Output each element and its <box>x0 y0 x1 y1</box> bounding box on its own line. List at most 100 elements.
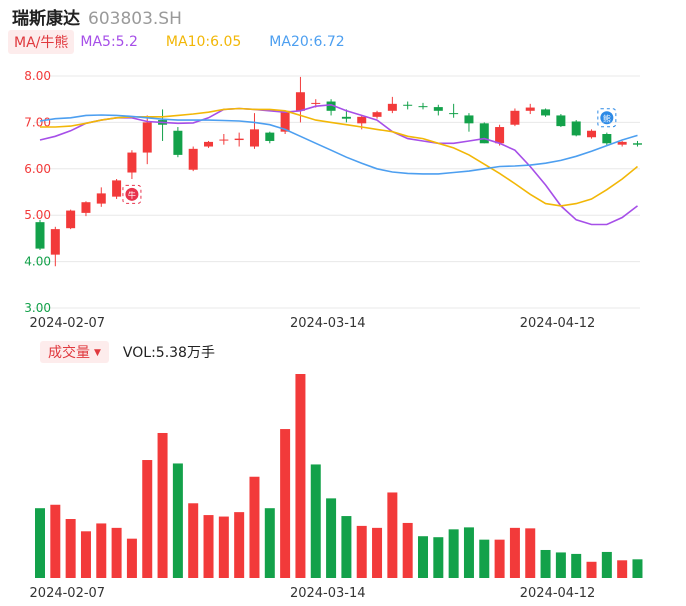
volume-bar <box>571 553 582 578</box>
volume-bar <box>310 464 321 578</box>
stock-name: 瑞斯康达 <box>12 9 80 29</box>
candle-body <box>142 122 152 153</box>
signal-badges: 牛熊 <box>122 108 617 204</box>
volume-bar <box>111 527 122 578</box>
volume-bar <box>632 559 643 578</box>
y-tick-label: 3.00 <box>24 301 51 315</box>
volume-bar <box>264 508 275 578</box>
candle-body <box>617 141 627 145</box>
candle-body <box>387 103 397 111</box>
stock-header: 瑞斯康达 603803.SH <box>12 4 182 29</box>
volume-bar <box>433 537 444 578</box>
ma10-legend: MA10:6.05 <box>165 34 242 50</box>
ma20-line <box>39 114 638 175</box>
stock-code: 603803.SH <box>88 9 182 29</box>
candle-body <box>525 107 535 111</box>
candle-body <box>234 138 244 141</box>
candle-body <box>541 109 551 116</box>
volume-bar <box>418 536 428 578</box>
candle-body <box>219 139 229 141</box>
volume-bar <box>479 539 490 578</box>
candle-body <box>66 210 76 229</box>
volume-bar <box>188 503 199 578</box>
candle-body <box>495 127 505 144</box>
candle-body <box>341 116 351 119</box>
bull-badge-icon <box>125 187 139 201</box>
x-tick-label: 2024-04-12 <box>520 586 596 601</box>
volume-bar <box>356 525 367 578</box>
candle-body <box>571 121 581 136</box>
volume-bar <box>540 549 551 578</box>
volume-bar <box>617 560 628 578</box>
candle-body <box>127 152 137 173</box>
candle-body <box>35 222 45 249</box>
volume-bar <box>525 528 536 578</box>
candle-body <box>556 115 566 127</box>
candle-body <box>265 132 275 141</box>
candle-body <box>418 106 428 108</box>
candle-body <box>587 130 597 138</box>
candle-body <box>510 110 520 125</box>
volume-mode-label: 成交量 <box>48 345 90 361</box>
candle-body <box>50 229 60 255</box>
ma5-legend: MA5:5.2 <box>80 34 138 50</box>
moving-average-lines <box>39 103 639 226</box>
volume-x-axis: 2024-02-07 2024-03-14 2024-04-12 <box>30 586 596 601</box>
volume-bar <box>494 539 505 578</box>
volume-bar <box>402 522 413 578</box>
price-x-axis: 2024-02-07 2024-03-14 2024-04-12 <box>30 316 596 331</box>
candle-body <box>602 134 612 144</box>
y-tick-label: 4.00 <box>24 255 51 269</box>
volume-legend: 成交量 ▼ VOL:5.38万手 <box>40 341 215 363</box>
candle-body <box>479 123 489 144</box>
volume-bar <box>142 460 153 578</box>
ma20-legend: MA20:6.72 <box>269 34 345 50</box>
bear-badge-frame <box>597 108 617 128</box>
bull-badge-label: 牛 <box>128 190 136 200</box>
volume-bar <box>601 551 612 578</box>
volume-bar <box>249 476 260 578</box>
bear-badge-icon <box>600 111 614 125</box>
volume-bar <box>218 516 229 578</box>
volume-bar <box>157 432 168 578</box>
volume-series <box>35 374 643 578</box>
y-tick-label: 6.00 <box>24 162 51 176</box>
volume-bar <box>50 504 61 578</box>
candle-body <box>403 104 413 106</box>
candle-body <box>464 115 474 124</box>
candle-body <box>249 129 259 147</box>
x-tick-label: 2024-03-14 <box>290 316 366 331</box>
volume-bar <box>372 527 383 578</box>
volume-bar <box>280 429 291 578</box>
candle-body <box>449 113 459 115</box>
x-tick-label: 2024-03-14 <box>290 586 366 601</box>
bull-badge-frame <box>122 184 142 204</box>
candle-body <box>81 202 91 213</box>
candle-body <box>173 130 183 155</box>
price-y-axis: 8.00 7.00 6.00 5.00 4.00 3.00 <box>24 69 51 315</box>
candle-body <box>357 116 367 124</box>
volume-bar <box>463 527 474 578</box>
x-tick-label: 2024-02-07 <box>30 316 106 331</box>
volume-bar <box>326 498 337 578</box>
candle-body <box>96 193 106 204</box>
volume-bar <box>172 463 183 578</box>
volume-mode-selector[interactable]: 成交量 ▼ <box>40 341 109 363</box>
volume-bar <box>96 523 107 578</box>
candlestick-series <box>35 76 642 267</box>
candle-body <box>112 180 122 197</box>
volume-bar <box>555 552 566 578</box>
bear-badge-label: 熊 <box>603 113 611 123</box>
candle-body <box>372 112 382 117</box>
candle-body <box>280 110 290 132</box>
y-tick-label: 5.00 <box>24 208 51 222</box>
volume-bar <box>295 374 306 578</box>
candle-body <box>632 143 642 145</box>
candle-body <box>188 148 198 170</box>
volume-bar <box>35 508 45 578</box>
ma-mode-selector[interactable]: MA/牛熊 <box>8 30 75 54</box>
volume-bar <box>586 561 597 578</box>
volume-bar <box>126 538 137 578</box>
volume-bar <box>65 519 76 578</box>
ma-legend: MA/牛熊 MA5:5.2 MA10:6.05 MA20:6.72 <box>8 30 373 54</box>
